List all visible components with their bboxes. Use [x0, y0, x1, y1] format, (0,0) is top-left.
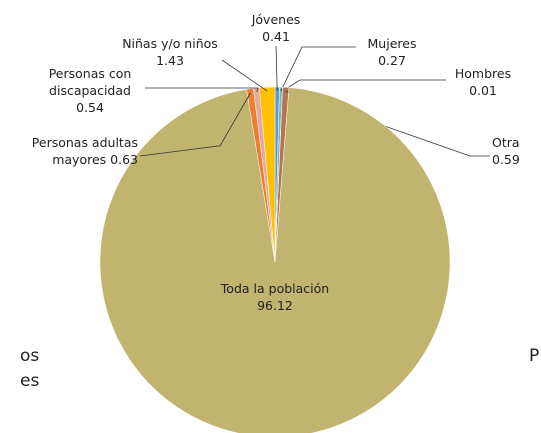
- leader-line: [282, 79, 446, 92]
- pie-slice: [99, 87, 451, 433]
- slice-value: 0.27: [378, 53, 406, 68]
- slice-label: Otra 0.59: [492, 134, 541, 168]
- leader-line: [145, 87, 259, 93]
- leader-line: [280, 46, 356, 92]
- cropped-text: P: [529, 346, 540, 366]
- slice-label: Personas con discapacidad 0.54: [35, 65, 145, 116]
- slice-label: Jóvenes 0.41: [246, 11, 306, 45]
- slice-value: 0.59: [492, 152, 520, 167]
- slice-category: Personas adultas mayores: [31, 135, 138, 167]
- cropped-text: es: [20, 371, 40, 391]
- slice-value: 1.43: [156, 53, 184, 68]
- slice-value: 96.12: [257, 298, 293, 313]
- leader-line: [275, 45, 278, 92]
- leader-line: [139, 92, 251, 157]
- leader-line: [221, 59, 268, 92]
- slice-category: Niñas y/o niños: [122, 36, 218, 51]
- slice-category: Mujeres: [367, 36, 417, 51]
- slice-category: Otra: [492, 135, 520, 150]
- slice-category: Personas con discapacidad: [48, 66, 132, 98]
- pie-slice: [259, 86, 276, 263]
- slice-value: 0.01: [469, 83, 497, 98]
- slice-value: 0.54: [76, 100, 104, 115]
- slice-value: 0.41: [262, 29, 290, 44]
- slice-label: Personas adultas mayores 0.63: [3, 134, 138, 168]
- slice-category: Jóvenes: [251, 12, 301, 27]
- slice-label: Toda la población 96.12: [200, 280, 350, 314]
- slice-value: 0.63: [110, 152, 138, 167]
- slice-category: Toda la población: [220, 281, 330, 296]
- slice-category: Hombres: [454, 66, 512, 81]
- slice-label: Hombres 0.01: [433, 65, 533, 99]
- cropped-text: os: [20, 346, 40, 366]
- slice-label: Niñas y/o niños 1.43: [120, 35, 220, 69]
- slice-label: Mujeres 0.27: [342, 35, 442, 69]
